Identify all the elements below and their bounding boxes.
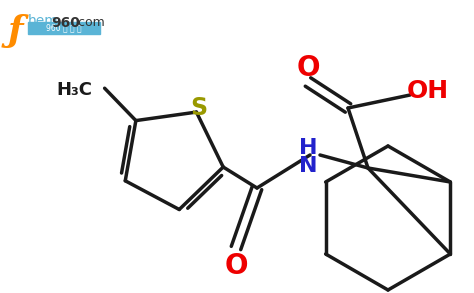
Text: 960: 960: [51, 16, 80, 30]
Text: .com: .com: [75, 16, 106, 29]
Text: O: O: [296, 54, 320, 82]
Text: OH: OH: [407, 79, 449, 103]
Text: ƒ: ƒ: [8, 14, 24, 48]
Text: O: O: [224, 252, 248, 280]
Text: 960 化 工 网: 960 化 工 网: [46, 23, 82, 33]
Text: H₃C: H₃C: [56, 81, 92, 99]
Bar: [28, 22, 100, 34]
Text: S: S: [190, 96, 207, 120]
Text: H
N: H N: [299, 138, 317, 176]
Text: hem: hem: [28, 14, 59, 28]
